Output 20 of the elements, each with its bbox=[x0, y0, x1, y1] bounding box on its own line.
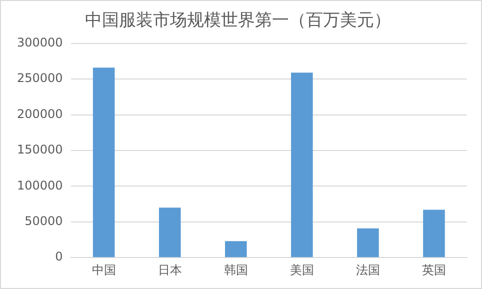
y-tick-label: 50000 bbox=[24, 214, 63, 228]
bar bbox=[423, 210, 445, 258]
y-tick-label: 250000 bbox=[16, 71, 63, 86]
y-tick-label: 100000 bbox=[16, 178, 63, 192]
bar bbox=[357, 228, 379, 258]
bar bbox=[92, 68, 115, 258]
y-tick-label: 150000 bbox=[16, 142, 63, 157]
x-tick-label: 美国 bbox=[290, 262, 314, 277]
x-tick-label: 日本 bbox=[158, 262, 182, 277]
y-tick-label: 200000 bbox=[16, 106, 63, 121]
y-tick-label: 300000 bbox=[16, 36, 63, 50]
x-tick-label: 中国 bbox=[92, 262, 116, 277]
x-tick-label: 英国 bbox=[422, 262, 446, 277]
chart-title: 中国服装市场规模世界第一（百万美元） bbox=[85, 10, 391, 31]
x-tick-label: 法国 bbox=[356, 262, 380, 277]
x-tick-label: 韩国 bbox=[224, 262, 248, 277]
bar bbox=[291, 72, 313, 258]
bar bbox=[224, 241, 247, 258]
y-tick-label: 0 bbox=[55, 250, 63, 264]
bar bbox=[158, 208, 181, 258]
